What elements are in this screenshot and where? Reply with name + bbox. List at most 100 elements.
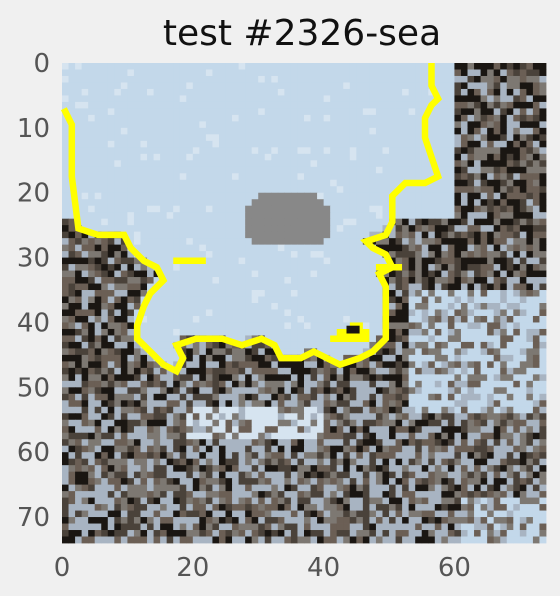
image-pixel: [513, 212, 521, 220]
image-pixel: [304, 153, 311, 161]
image-pixel: [160, 303, 168, 310]
image-pixel: [467, 63, 475, 70]
image-pixel: [474, 361, 481, 369]
image-pixel: [179, 315, 187, 323]
image-pixel: [317, 296, 325, 304]
image-pixel: [186, 88, 194, 96]
image-pixel: [127, 199, 135, 207]
image-pixel: [532, 348, 540, 356]
image-pixel: [500, 432, 508, 440]
image-pixel: [539, 361, 547, 369]
image-pixel: [336, 251, 344, 258]
image-pixel: [526, 114, 534, 122]
image-pixel: [277, 134, 285, 142]
image-pixel: [349, 88, 357, 96]
image-pixel: [258, 380, 266, 388]
image-pixel: [415, 322, 423, 330]
image-pixel: [369, 277, 377, 284]
image-pixel: [88, 147, 96, 155]
image-pixel: [101, 400, 109, 408]
image-pixel: [212, 231, 220, 239]
image-pixel: [114, 387, 122, 395]
image-pixel: [532, 101, 540, 109]
image-pixel: [258, 413, 266, 421]
image-pixel: [474, 322, 481, 330]
image-pixel: [192, 296, 200, 304]
image-pixel: [323, 290, 331, 297]
image-pixel: [408, 225, 416, 233]
image-pixel: [310, 380, 318, 388]
image-pixel: [460, 315, 468, 323]
image-pixel: [382, 491, 390, 498]
image-pixel: [460, 257, 468, 265]
image-pixel: [140, 173, 148, 181]
image-pixel: [369, 264, 377, 271]
image-pixel: [317, 88, 325, 96]
image-pixel: [415, 432, 423, 440]
image-pixel: [232, 212, 239, 220]
image-pixel: [434, 147, 442, 155]
image-pixel: [271, 452, 279, 460]
image-pixel: [160, 432, 168, 440]
image-pixel: [408, 303, 416, 310]
image-pixel: [428, 114, 436, 122]
image-pixel: [506, 88, 514, 96]
image-pixel: [133, 400, 141, 408]
image-pixel: [284, 186, 292, 194]
image-pixel: [62, 160, 69, 168]
image-pixel: [107, 309, 115, 317]
image-pixel: [277, 484, 285, 492]
image-pixel: [493, 354, 501, 362]
image-pixel: [101, 413, 109, 421]
image-pixel: [88, 322, 96, 330]
image-pixel: [114, 354, 122, 362]
image-pixel: [101, 387, 109, 395]
image-pixel: [271, 413, 279, 421]
image-pixel: [447, 160, 455, 168]
image-pixel: [519, 257, 527, 265]
image-pixel: [336, 296, 344, 304]
image-pixel: [88, 192, 96, 200]
image-pixel: [264, 95, 272, 103]
image-pixel: [232, 121, 239, 129]
image-pixel: [356, 380, 364, 388]
image-pixel: [493, 140, 501, 148]
image-pixel: [120, 335, 128, 343]
image-pixel: [395, 205, 403, 213]
image-pixel: [447, 367, 455, 375]
image-pixel: [467, 179, 475, 187]
image-pixel: [81, 484, 89, 492]
image-pixel: [434, 400, 442, 408]
image-pixel: [506, 491, 514, 498]
image-pixel: [166, 322, 174, 330]
image-pixel: [474, 458, 481, 466]
image-pixel: [75, 134, 83, 142]
image-pixel: [317, 374, 325, 382]
image-pixel: [519, 452, 527, 460]
image-pixel: [179, 160, 187, 168]
image-pixel: [258, 374, 266, 382]
image-pixel: [264, 108, 272, 116]
image-pixel: [513, 290, 521, 297]
image-pixel: [264, 101, 272, 109]
image-pixel: [539, 290, 547, 297]
image-pixel: [218, 374, 226, 382]
image-pixel: [245, 413, 253, 421]
image-pixel: [408, 400, 416, 408]
image-pixel: [186, 75, 194, 83]
image-pixel: [460, 166, 468, 174]
image-pixel: [127, 452, 135, 460]
image-pixel: [460, 114, 468, 122]
image-pixel: [284, 361, 292, 369]
image-pixel: [179, 452, 187, 460]
image-pixel: [75, 192, 83, 200]
image-pixel: [258, 257, 266, 265]
image-pixel: [330, 348, 338, 356]
image-pixel: [225, 225, 233, 233]
image-pixel: [539, 101, 547, 109]
image-pixel: [343, 465, 351, 473]
image-pixel: [179, 458, 187, 466]
image-pixel: [506, 121, 514, 129]
image-pixel: [539, 231, 547, 239]
image-pixel: [375, 413, 383, 421]
